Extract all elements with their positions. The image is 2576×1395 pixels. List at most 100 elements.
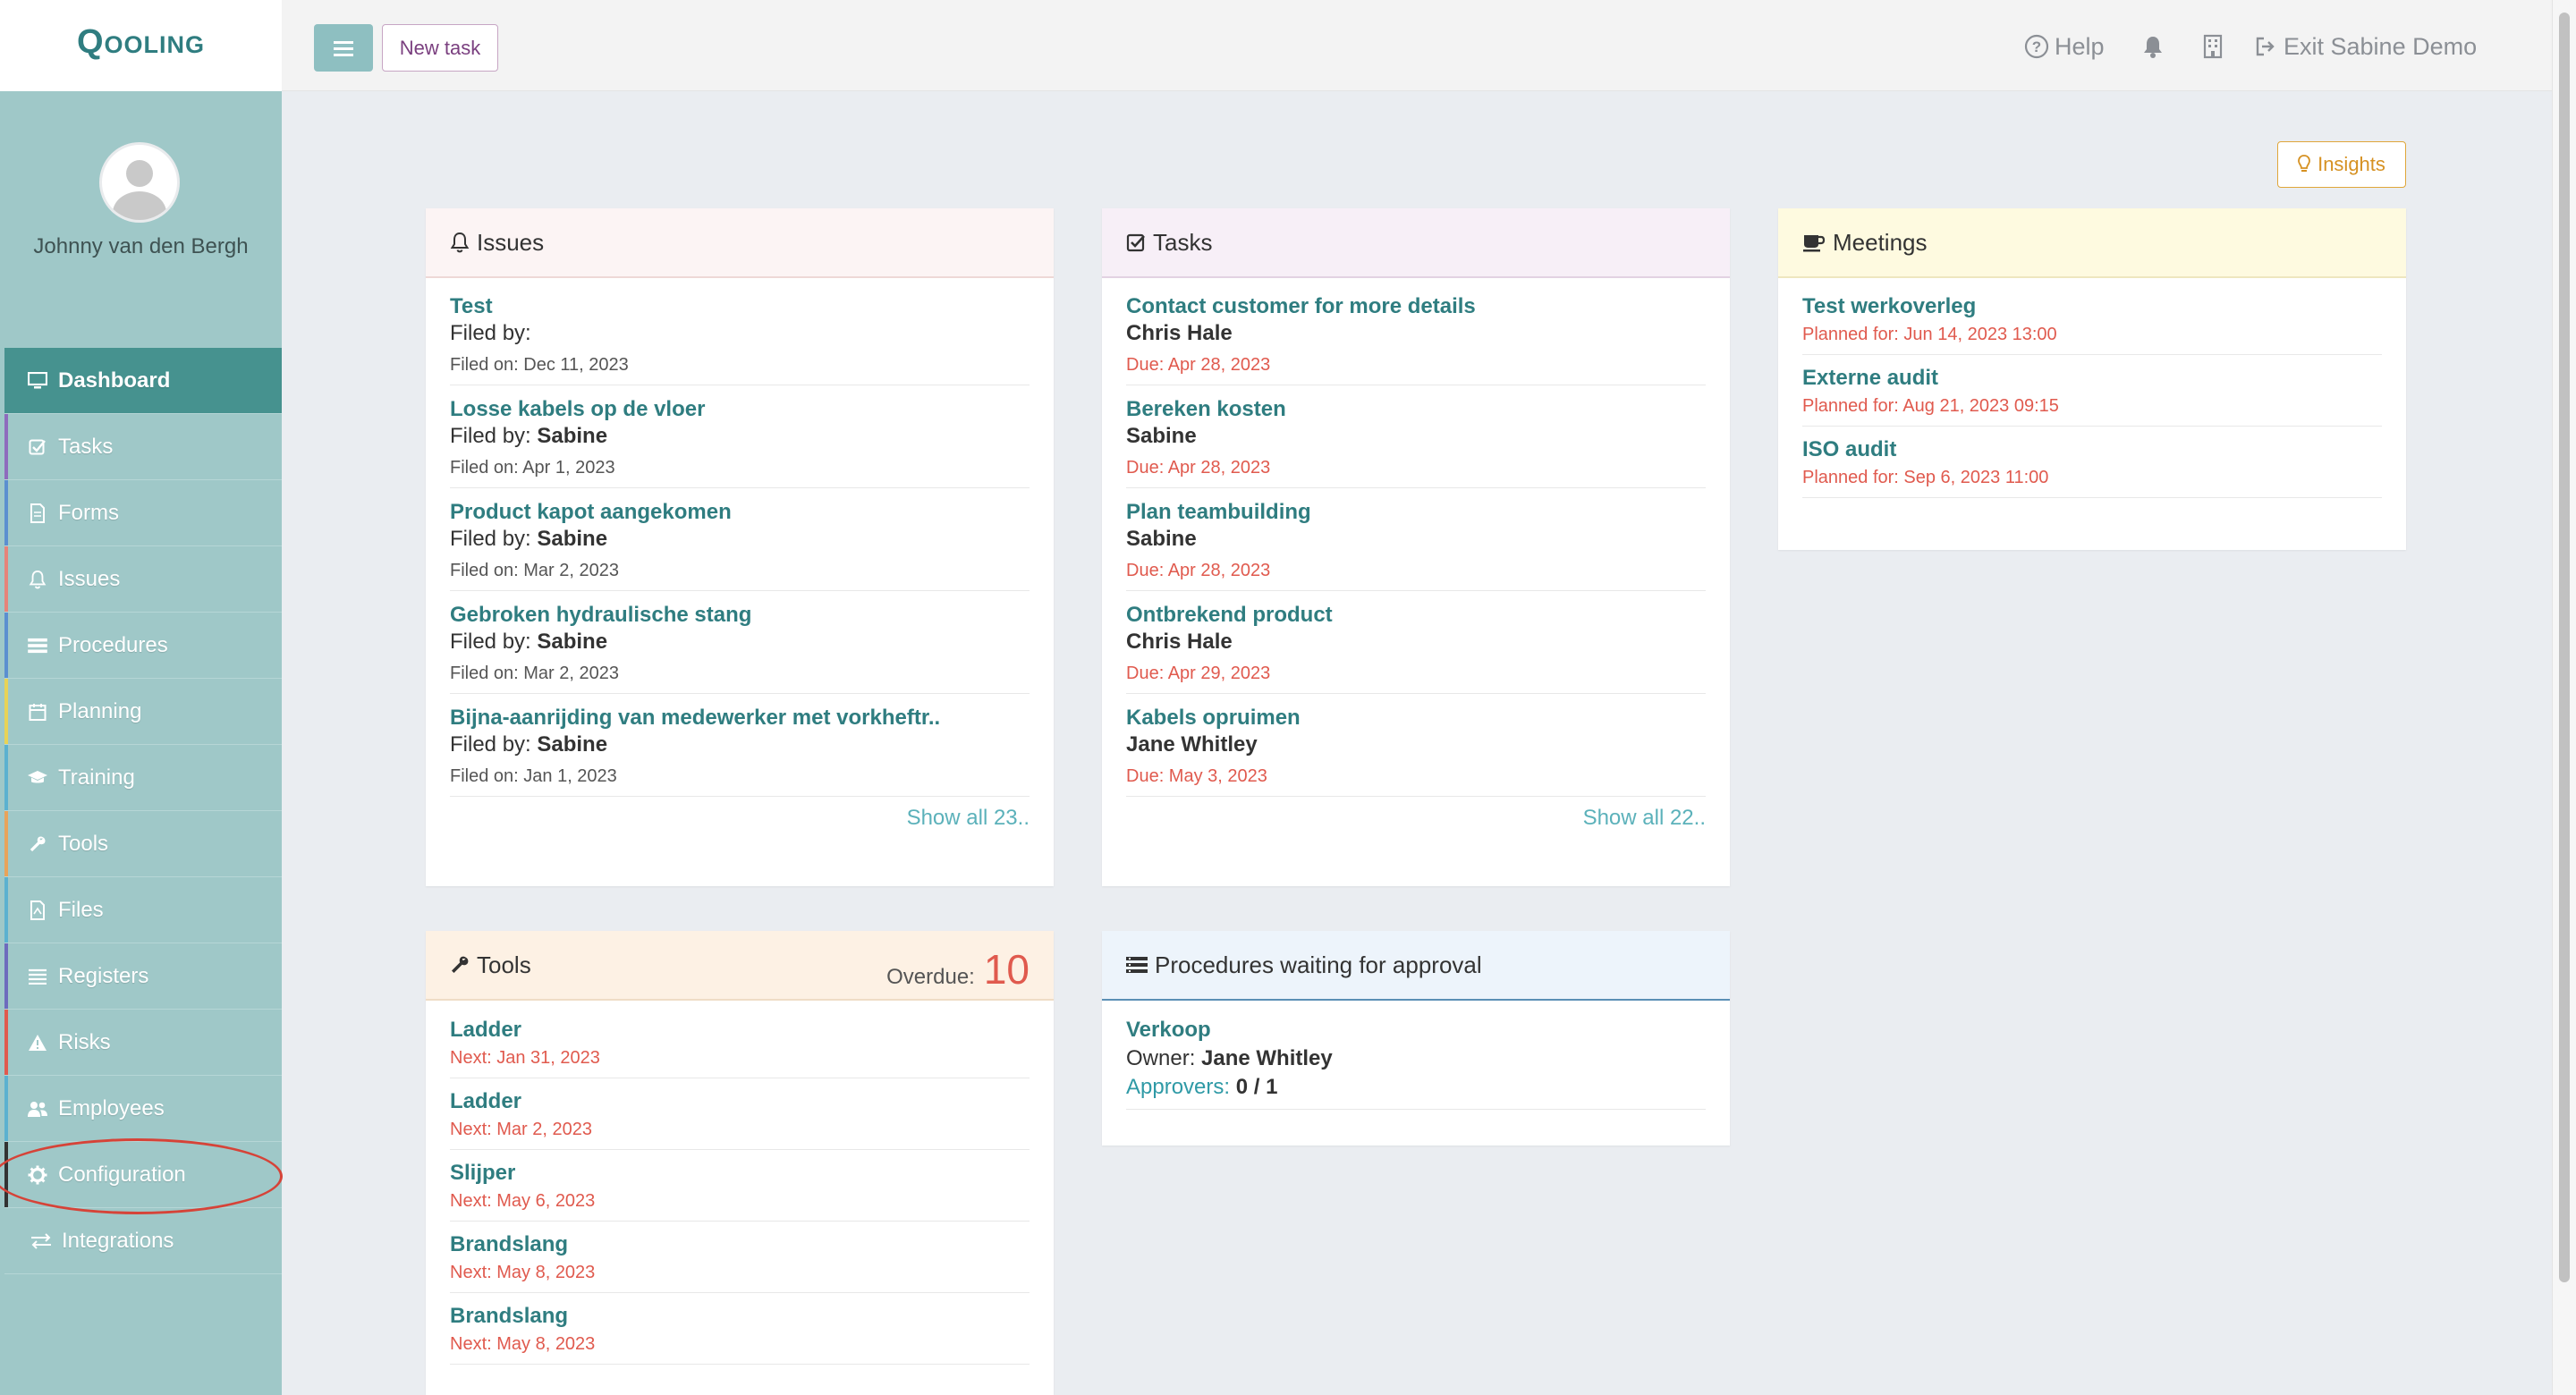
approvers-count: 0 / 1: [1235, 1075, 1278, 1099]
sidebar-item-configuration[interactable]: Configuration: [4, 1142, 282, 1208]
issues-header: Issues: [426, 208, 1054, 278]
tools-list: Ladder Next: Jan 31, 2023 Ladder Next: M…: [426, 1001, 1054, 1365]
tool-title[interactable]: Slijper: [450, 1161, 516, 1185]
calendar-icon: [26, 703, 49, 721]
sidebar-item-label: Risks: [58, 1029, 111, 1054]
file-icon: [26, 900, 49, 920]
sidebar-item-training[interactable]: Training: [4, 745, 282, 811]
building-icon: [2203, 34, 2223, 59]
sidebar-item-label: Integrations: [62, 1228, 174, 1253]
top-bar: New task ? Help Exit Sabine Demo: [282, 0, 2552, 91]
issue-filed-on: Filed on: Mar 2, 2023: [450, 664, 619, 683]
sidebar-item-planning[interactable]: Planning: [4, 679, 282, 745]
sidebar-item-issues[interactable]: Issues: [4, 546, 282, 613]
procedure-title[interactable]: Verkoop: [1126, 1018, 1211, 1042]
meetings-list: Test werkoverleg Planned for: Jun 14, 20…: [1778, 278, 2406, 498]
svg-text:?: ?: [2032, 38, 2041, 55]
sidebar-item-dashboard[interactable]: Dashboard: [4, 348, 282, 414]
check-square-icon: [1126, 232, 1146, 252]
list-lines-icon: [26, 968, 49, 985]
exit-demo-link[interactable]: Exit Sabine Demo: [2255, 27, 2477, 66]
tool-item: Ladder Next: Jan 31, 2023: [450, 1001, 1030, 1078]
task-item: Plan teambuilding Sabine Due: Apr 28, 20…: [1126, 488, 1706, 591]
tools-title: Tools: [477, 951, 531, 978]
sidebar-item-employees[interactable]: Employees: [4, 1076, 282, 1142]
sidebar-item-accent: [4, 679, 8, 744]
document-icon: [26, 503, 49, 523]
sidebar-item-integrations[interactable]: Integrations: [4, 1208, 282, 1274]
sidebar-item-label: Configuration: [58, 1162, 186, 1187]
task-due-date: Due: May 3, 2023: [1126, 766, 1267, 786]
tasks-panel: Tasks Contact customer for more details …: [1102, 208, 1730, 886]
notifications-button[interactable]: [2142, 27, 2164, 66]
users-icon: [26, 1100, 49, 1118]
sidebar-item-accent: [4, 877, 8, 943]
sidebar-item-forms[interactable]: Forms: [4, 480, 282, 546]
filed-by-name: Sabine: [537, 732, 608, 757]
meetings-header: Meetings: [1778, 208, 2406, 278]
menu-toggle-button[interactable]: [314, 24, 373, 72]
avatar[interactable]: [99, 142, 180, 223]
task-due-date: Due: Apr 28, 2023: [1126, 561, 1271, 580]
help-link[interactable]: ? Help: [2024, 27, 2105, 66]
tool-next-date: Next: May 8, 2023: [450, 1263, 596, 1282]
meeting-item: ISO audit Planned for: Sep 6, 2023 11:00: [1802, 427, 2382, 498]
tasks-list: Contact customer for more details Chris …: [1102, 278, 1730, 831]
sidebar-item-risks[interactable]: Risks: [4, 1010, 282, 1076]
meetings-panel: Meetings Test werkoverleg Planned for: J…: [1778, 208, 2406, 550]
exchange-icon: [30, 1232, 53, 1250]
tool-title[interactable]: Ladder: [450, 1018, 522, 1042]
sidebar-item-label: Procedures: [58, 632, 168, 657]
sidebar-item-registers[interactable]: Registers: [4, 943, 282, 1010]
task-title[interactable]: Contact customer for more details: [1126, 294, 1476, 318]
meeting-title[interactable]: Externe audit: [1802, 366, 1939, 390]
tool-title[interactable]: Ladder: [450, 1089, 522, 1113]
tool-next-date: Next: May 8, 2023: [450, 1334, 596, 1354]
issue-title[interactable]: Test: [450, 294, 493, 318]
task-title[interactable]: Ontbrekend product: [1126, 603, 1333, 627]
bell-icon: [26, 570, 49, 589]
logo-area[interactable]: Qooling: [0, 0, 282, 91]
page-scrollbar[interactable]: [2552, 0, 2576, 1395]
filed-by-name: Sabine: [537, 630, 608, 654]
meeting-title[interactable]: Test werkoverleg: [1802, 294, 1977, 318]
procedures-title: Procedures waiting for approval: [1155, 951, 1482, 978]
new-task-button[interactable]: New task: [382, 24, 498, 72]
tool-item: Ladder Next: Mar 2, 2023: [450, 1078, 1030, 1150]
issues-title: Issues: [477, 228, 545, 256]
task-due-date: Due: Apr 28, 2023: [1126, 355, 1271, 375]
task-title[interactable]: Kabels opruimen: [1126, 706, 1301, 730]
meeting-planned-date: Planned for: Jun 14, 2023 13:00: [1802, 325, 2057, 344]
lightbulb-icon: [2298, 155, 2310, 172]
approvers-label: Approvers:: [1126, 1075, 1231, 1099]
sidebar-item-procedures[interactable]: Procedures: [4, 613, 282, 679]
sidebar-item-tools[interactable]: Tools: [4, 811, 282, 877]
insights-button[interactable]: Insights: [2277, 141, 2406, 188]
issue-filed-by: Filed by: Sabine: [450, 527, 1030, 552]
issues-show-all-link[interactable]: Show all 23..: [906, 806, 1030, 830]
sign-out-icon: [2256, 37, 2275, 56]
issue-title[interactable]: Bijna-aanrijding van medewerker met vork…: [450, 706, 941, 730]
filed-by-name: Sabine: [537, 424, 608, 448]
filed-by-label: Filed by:: [450, 527, 531, 551]
sidebar-item-accent: [4, 480, 8, 545]
sidebar-item-tasks[interactable]: Tasks: [4, 414, 282, 480]
task-title[interactable]: Bereken kosten: [1126, 397, 1286, 421]
task-assignee: Sabine: [1126, 424, 1197, 448]
sidebar-item-accent: [4, 1142, 8, 1207]
meeting-title[interactable]: ISO audit: [1802, 437, 1897, 461]
scrollbar-thumb[interactable]: [2559, 13, 2570, 1282]
sidebar-item-label: Tasks: [58, 434, 114, 459]
tool-title[interactable]: Brandslang: [450, 1304, 569, 1328]
tasks-show-all-link[interactable]: Show all 22..: [1582, 806, 1706, 830]
issue-title[interactable]: Losse kabels op de vloer: [450, 397, 706, 421]
app-logo[interactable]: Qooling: [76, 23, 206, 61]
filed-by-label: Filed by:: [450, 732, 531, 757]
issue-title[interactable]: Product kapot aangekomen: [450, 500, 732, 524]
building-button[interactable]: [2203, 27, 2223, 66]
issue-title[interactable]: Gebroken hydraulische stang: [450, 603, 752, 627]
sidebar-item-files[interactable]: Files: [4, 877, 282, 943]
task-title[interactable]: Plan teambuilding: [1126, 500, 1311, 524]
procedures-panel: Procedures waiting for approval Verkoop …: [1102, 931, 1730, 1146]
tool-title[interactable]: Brandslang: [450, 1232, 569, 1256]
